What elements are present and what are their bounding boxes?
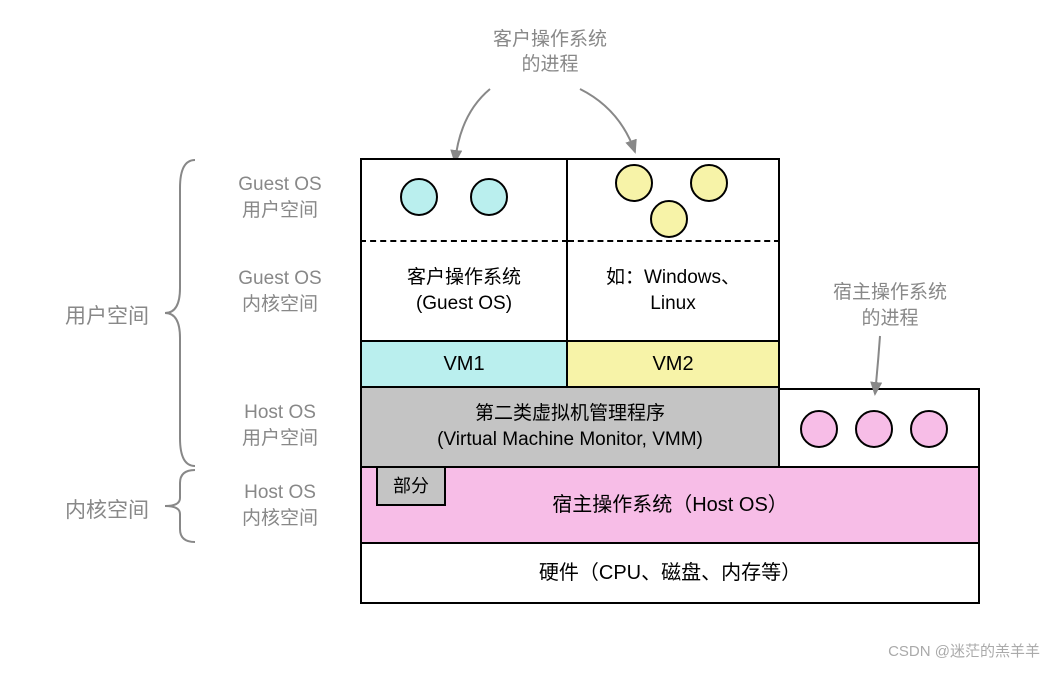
host-process-label: 宿主操作系统 的进程 <box>810 280 970 331</box>
cyan-circle-2 <box>470 178 508 216</box>
yellow-circle-2 <box>690 164 728 202</box>
brace-user <box>160 158 200 468</box>
pink-circle-2 <box>855 410 893 448</box>
vm1-box: VM1 <box>360 342 568 388</box>
cyan-circle-1 <box>400 178 438 216</box>
vmm-box: 第二类虚拟机管理程序 (Virtual Machine Monitor, VMM… <box>360 388 780 468</box>
yellow-circle-3 <box>650 200 688 238</box>
guest-user-label: Guest OS 用户空间 <box>215 172 345 223</box>
guest-example-box: 如：Windows、 Linux <box>568 242 780 342</box>
guest-kernel-label: Guest OS 内核空间 <box>215 266 345 317</box>
host-user-label: Host OS 用户空间 <box>215 400 345 451</box>
kernel-space-label: 内核空间 <box>65 494 149 524</box>
pink-circle-1 <box>800 410 838 448</box>
guest-user-box-left <box>360 158 568 242</box>
yellow-circle-1 <box>615 164 653 202</box>
guest-os-box: 客户操作系统 (Guest OS) <box>360 242 568 342</box>
top-title: 客户操作系统 的进程 <box>460 28 640 77</box>
host-os-label: 宿主操作系统（Host OS） <box>552 492 788 519</box>
brace-kernel <box>160 468 200 544</box>
hardware-box: 硬件（CPU、磁盘、内存等） <box>360 544 980 604</box>
user-space-label: 用户空间 <box>65 300 149 330</box>
partial-box: 部分 <box>376 468 446 506</box>
arrow-host-process <box>850 334 910 404</box>
host-os-box: 宿主操作系统（Host OS） <box>360 468 980 544</box>
host-kernel-label: Host OS 内核空间 <box>215 480 345 531</box>
pink-circle-3 <box>910 410 948 448</box>
vm2-box: VM2 <box>568 342 780 388</box>
arrow-right <box>560 84 660 164</box>
watermark: CSDN @迷茫的羔羊羊 <box>888 640 1040 661</box>
